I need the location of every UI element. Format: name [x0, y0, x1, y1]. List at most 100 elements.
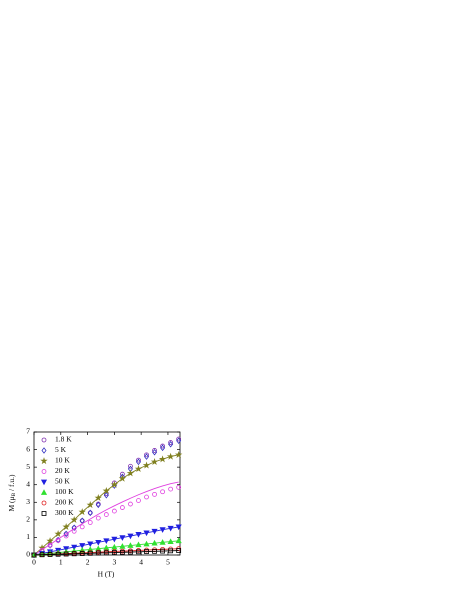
data-point [79, 543, 86, 549]
data-point [167, 525, 174, 532]
data-point [152, 448, 158, 456]
data-point [128, 549, 133, 555]
data-point [87, 509, 93, 517]
data-point [38, 544, 46, 552]
legend-marker [41, 469, 47, 474]
data-point [87, 541, 94, 548]
data-point [71, 544, 78, 551]
data-point [160, 443, 165, 449]
data-point [103, 512, 109, 517]
data-point [158, 455, 167, 463]
x-tick-label: 5 [166, 558, 170, 567]
data-point [152, 548, 157, 554]
data-point [152, 448, 157, 453]
data-point [151, 528, 158, 535]
data-point [39, 552, 45, 558]
legend-label: 200 K [55, 498, 74, 507]
data-point [102, 486, 111, 495]
legend-label: 1.8 K [55, 435, 72, 444]
data-point [128, 463, 133, 469]
data-point [47, 552, 53, 557]
data-point [144, 452, 149, 458]
legend-label: 20 K [55, 466, 70, 475]
data-point [160, 444, 166, 452]
x-axis-label: H (T) [98, 570, 115, 579]
data-point [120, 505, 125, 510]
data-point [143, 540, 150, 547]
data-point [103, 538, 110, 545]
data-point [175, 524, 182, 531]
x-tick-label: 0 [32, 558, 36, 567]
data-point [111, 550, 117, 555]
data-point [160, 548, 165, 554]
data-point [176, 484, 182, 490]
data-point [47, 542, 53, 548]
y-label-part: / f.u.) [7, 474, 16, 493]
data-point [176, 437, 182, 445]
legend-marker [41, 447, 47, 454]
data-point [126, 469, 135, 477]
data-point [176, 548, 182, 553]
data-point [110, 480, 119, 488]
legend-marker [40, 489, 48, 495]
data-point [71, 551, 77, 557]
legend-label: 5 K [55, 445, 67, 454]
y-tick-label: 7 [26, 427, 30, 436]
data-point [54, 530, 62, 538]
data-point [143, 530, 150, 537]
y-tick-label: 4 [26, 479, 30, 488]
data-point [55, 538, 61, 543]
data-point [120, 549, 125, 555]
data-point [79, 524, 85, 530]
data-point [95, 539, 102, 546]
data-point [119, 543, 126, 549]
data-point [94, 494, 102, 502]
data-point [128, 501, 133, 507]
data-point [127, 542, 134, 548]
y-tick-label: 5 [26, 462, 30, 471]
data-point [95, 501, 101, 509]
data-point [136, 549, 141, 555]
data-point [168, 441, 174, 448]
data-point [46, 537, 54, 545]
data-point [175, 537, 182, 544]
data-point [95, 515, 101, 521]
y-axis-label: M (μB / f.u.) [7, 474, 18, 512]
data-point [176, 436, 182, 442]
data-point [168, 440, 174, 445]
data-point [159, 539, 166, 545]
data-point [152, 491, 157, 497]
data-point [79, 551, 85, 556]
data-point [144, 453, 150, 460]
y-tick-label: 0 [26, 550, 30, 559]
data-point [70, 515, 78, 523]
data-point [144, 494, 149, 500]
data-point [87, 550, 93, 556]
data-point [135, 532, 142, 538]
y-label-part: M (μ [7, 496, 16, 511]
fit-line [33, 550, 179, 556]
data-point [63, 533, 69, 539]
legend-marker [41, 437, 47, 443]
data-point [111, 536, 118, 543]
data-point [86, 501, 94, 509]
y-tick-label: 3 [26, 497, 30, 506]
data-point [78, 508, 86, 516]
data-point [168, 486, 174, 492]
data-point [118, 474, 127, 482]
data-point [135, 541, 142, 548]
y-tick-label: 6 [26, 444, 30, 453]
data-point [31, 552, 37, 558]
legend-label: 300 K [55, 508, 74, 517]
data-point [142, 461, 151, 469]
data-point [103, 550, 109, 556]
data-point [87, 520, 93, 525]
data-point [111, 508, 117, 514]
legend-marker [40, 457, 48, 465]
x-tick-label: 3 [112, 558, 116, 567]
data-point [144, 549, 149, 554]
data-point [135, 458, 141, 466]
data-point [71, 524, 77, 532]
legend-label: 10 K [55, 456, 70, 465]
